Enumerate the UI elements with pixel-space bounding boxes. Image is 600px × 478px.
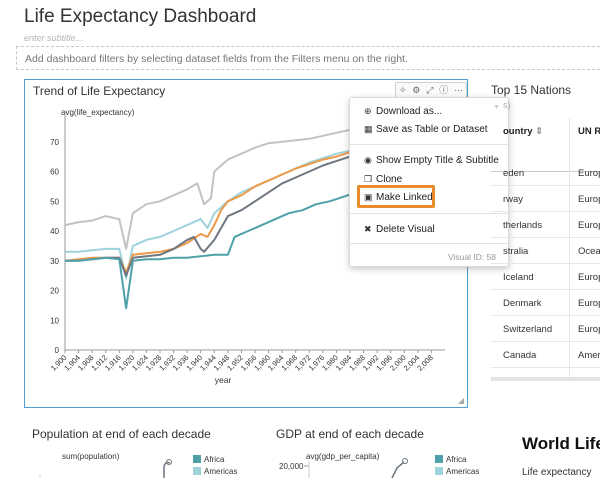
info-icon[interactable]: ⓘ — [439, 85, 449, 95]
eye-icon: ◉ — [364, 155, 372, 165]
dashboard-title[interactable]: Life Expectancy Dashboard — [24, 6, 257, 27]
y-tick-label: 10 — [50, 316, 59, 325]
table-row: eden — [491, 160, 569, 186]
visual-toolbar: ✧ ⚙ ⤢ ⓘ ⋯ — [395, 82, 467, 98]
table-row: rway — [491, 186, 569, 212]
legend-label-americas: Americas — [204, 467, 238, 476]
table-row: Canada — [491, 342, 569, 368]
series-line — [163, 461, 171, 478]
table-cell: Europ — [569, 264, 600, 290]
link-icon: ▣ — [364, 192, 373, 202]
menu-item-delete-visual[interactable]: ✖ Delete Visual — [364, 224, 435, 235]
menu-item-label: Download as... — [376, 106, 443, 117]
table-row: therlands — [491, 212, 569, 238]
gdp-ylabel: avg(gdp_per_capita) — [306, 452, 380, 461]
column-header-country[interactable]: ountry ⇕ — [491, 118, 569, 172]
chevron-down-icon: ▼ — [493, 104, 500, 111]
table-cell: Europ — [569, 212, 600, 238]
legend-swatch-africa — [193, 455, 201, 463]
y-tick-label: 0 — [55, 346, 60, 355]
menu-item-label: Show Empty Title & Subtitle — [376, 155, 499, 166]
subtitle-placeholder[interactable]: enter subtitle... — [24, 33, 84, 43]
legend-label-americas: Americas — [446, 467, 480, 476]
menu-item-download[interactable]: ⊕ Download as... — [364, 106, 442, 117]
copy-icon: ❐ — [364, 174, 373, 184]
menu-item-show-empty-title[interactable]: ◉ Show Empty Title & Subtitle — [364, 155, 499, 166]
table-row: Iceland — [491, 264, 569, 290]
table-row: stralia — [491, 238, 569, 264]
table-cell: Amer — [569, 342, 600, 368]
table-cell: Europ — [569, 186, 600, 212]
table-row: Switzerland — [491, 316, 569, 342]
world-panel-text: Life expectancy — [522, 467, 592, 478]
menu-divider — [350, 243, 508, 244]
table-row: Denmark — [491, 290, 569, 316]
sort-icon: ⇕ — [535, 126, 544, 137]
table-icon: ▦ — [364, 124, 373, 134]
menu-item-label: Make Linked — [376, 192, 433, 203]
menu-item-label: Clone — [376, 174, 403, 185]
menu-item-save-table[interactable]: ▦ Save as Table or Dataset — [364, 124, 488, 135]
filter-drop-zone[interactable]: Add dashboard filters by selecting datas… — [16, 46, 600, 70]
visual-id-label: Visual ID: 58 — [447, 252, 496, 262]
menu-item-make-linked[interactable]: ▣ Make Linked — [364, 192, 433, 203]
gdp-tick-label: 20,000 — [279, 462, 304, 471]
menu-item-clone[interactable]: ❐ Clone — [364, 174, 402, 185]
legend-label-africa: Africa — [446, 455, 467, 464]
x-axis-label: year — [215, 375, 232, 385]
expand-icon[interactable]: ⤢ — [426, 85, 434, 95]
y-tick-label: 50 — [50, 197, 59, 206]
resize-handle-icon[interactable]: ◢ — [457, 396, 464, 405]
top15-title[interactable]: Top 15 Nations — [491, 83, 572, 97]
series-point — [166, 459, 172, 465]
menu-item-label: Delete Visual — [376, 224, 435, 235]
series-point — [402, 458, 408, 464]
table-cell: Europ — [569, 316, 600, 342]
close-icon: ✖ — [364, 224, 372, 234]
gdp-visual-title[interactable]: GDP at end of each decade — [276, 427, 424, 441]
horizontal-scrollbar[interactable] — [491, 377, 600, 381]
column-header-un-region[interactable]: UN Re — [569, 118, 600, 172]
y-axis-label: avg(life_expectancy) — [61, 108, 135, 117]
legend-label-africa: Africa — [204, 455, 225, 464]
filter-hint-text: Add dashboard filters by selecting datas… — [25, 53, 408, 65]
magic-wand-icon[interactable]: ✧ — [398, 85, 407, 95]
y-tick-label: 30 — [50, 257, 59, 266]
gdp-chart-preview — [304, 458, 408, 478]
column-header-label: UN Re — [578, 126, 600, 137]
menu-item-label: Save as Table or Dataset — [376, 124, 488, 135]
legend-swatch-africa — [435, 455, 443, 463]
world-panel-title: World Life — [522, 434, 600, 453]
table-cell: Europ — [569, 290, 600, 316]
series-line — [391, 461, 405, 478]
visual-context-menu: ▼ ⊕ Download as... ▦ Save as Table or Data… — [349, 97, 509, 267]
population-ylabel: sum(population) — [62, 452, 120, 461]
y-tick-label: 20 — [50, 287, 59, 296]
gear-icon[interactable]: ⚙ — [412, 85, 421, 95]
top15-subtitle: s) — [503, 100, 511, 110]
column-header-label: ountry — [503, 126, 533, 137]
menu-divider — [350, 213, 508, 214]
population-visual-title[interactable]: Population at end of each decade — [32, 427, 211, 441]
trend-line-chart: avg(life_expectancy)0102030405060701,900… — [49, 108, 445, 385]
y-tick-label: 40 — [50, 227, 59, 236]
top15-table: ountry ⇕ UN Re eden Europ rway Europ the… — [491, 118, 600, 381]
table-cell: Ocean — [569, 238, 600, 264]
y-tick-label: 70 — [50, 138, 59, 147]
more-icon[interactable]: ⋯ — [454, 85, 464, 95]
menu-divider — [350, 144, 508, 145]
legend-swatch-americas — [193, 467, 201, 475]
x-tick-label: 2,008 — [415, 353, 435, 373]
table-cell: Europ — [569, 160, 600, 186]
visual-title[interactable]: Trend of Life Expectancy — [33, 84, 166, 98]
download-icon: ⊕ — [364, 106, 372, 116]
y-tick-label: 60 — [50, 168, 59, 177]
legend-swatch-americas — [435, 467, 443, 475]
